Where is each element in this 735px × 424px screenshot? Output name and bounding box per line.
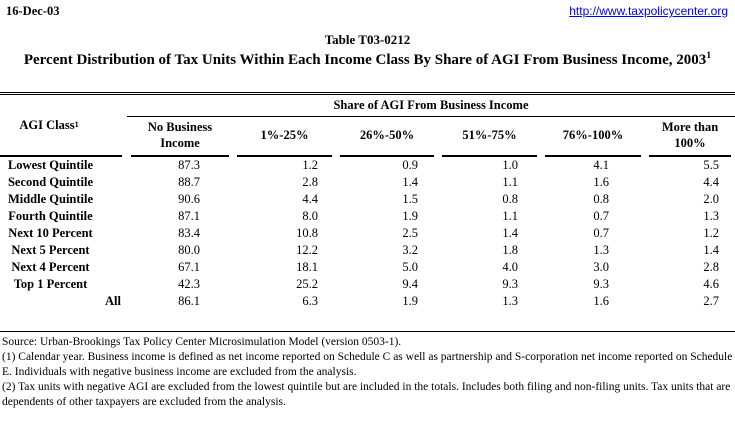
- table-cell: 0.7: [593, 226, 609, 240]
- row-label-fourth-quintile: Fourth Quintile: [8, 209, 93, 223]
- table-cell: 2.8: [703, 260, 719, 274]
- table-cell: 5.5: [703, 158, 719, 172]
- table-cell: 25.2: [296, 277, 318, 291]
- table-cell: 8.0: [302, 209, 318, 223]
- table-cell: 4.4: [302, 192, 318, 206]
- row-label-next-4-percent: Next 4 Percent: [11, 260, 90, 274]
- table-cell: 2.7: [703, 294, 719, 308]
- table-cell: 1.0: [502, 158, 518, 172]
- footnotes: Source: Urban-Brookings Tax Policy Cente…: [0, 335, 735, 410]
- source-note: Source: Urban-Brookings Tax Policy Cente…: [2, 336, 402, 348]
- table-cell: 9.4: [402, 277, 418, 291]
- table-cell: 9.3: [593, 277, 609, 291]
- table-number: Table T03-0212: [324, 32, 411, 47]
- table-cell: 2.0: [703, 192, 719, 206]
- table-cell: 83.4: [178, 226, 200, 240]
- table-cell: 1.2: [703, 226, 719, 240]
- table-cell: 1.1: [502, 175, 518, 189]
- table-cell: 1.4: [402, 175, 418, 189]
- table-cell: 5.0: [402, 260, 418, 274]
- table-cell: 1.3: [703, 209, 719, 223]
- table-cell: 0.8: [502, 192, 518, 206]
- table-cell: 67.1: [178, 260, 200, 274]
- table-cell: 4.0: [502, 260, 518, 274]
- table-cell: 3.2: [402, 243, 418, 257]
- footnote-1: (1) Calendar year. Business income is de…: [2, 351, 733, 378]
- table-cell: 4.6: [703, 277, 719, 291]
- page-title-text: Percent Distribution of Tax Units Within…: [23, 52, 707, 68]
- table-cell: 80.0: [178, 243, 200, 257]
- table-cell: 1.9: [402, 209, 418, 223]
- table-cell: 1.1: [502, 209, 518, 223]
- table-cell: 18.1: [296, 260, 318, 274]
- table-cell: 90.6: [178, 192, 200, 206]
- table-cell: 1.6: [593, 175, 609, 189]
- table-cell: 87.3: [178, 158, 200, 172]
- table-cell: 1.4: [703, 243, 719, 257]
- table-cell: 1.3: [593, 243, 609, 257]
- table-cell: 0.9: [402, 158, 418, 172]
- row-label-middle-quintile: Middle Quintile: [7, 192, 94, 206]
- table-cell: 6.3: [302, 294, 318, 308]
- top-double-rule: [0, 92, 735, 95]
- table-cell: 2.5: [402, 226, 418, 240]
- column-header-51-75: 51%-75%: [442, 117, 537, 157]
- taxpolicycenter-link[interactable]: http://www.taxpolicycenter.org: [569, 4, 728, 18]
- table-cell: 4.4: [703, 175, 719, 189]
- table-cell: 42.3: [178, 277, 200, 291]
- column-header-26-50: 26%-50%: [340, 117, 434, 157]
- row-label-all: All: [105, 294, 121, 308]
- table-cell: 10.8: [296, 226, 318, 240]
- row-label-next-10-percent: Next 10 Percent: [8, 226, 93, 240]
- table-cell: 1.3: [502, 294, 518, 308]
- footnote-2: (2) Tax units with negative AGI are excl…: [2, 381, 731, 408]
- table-cell: 9.3: [502, 277, 518, 291]
- column-header-76-100: 76%-100%: [545, 117, 641, 157]
- table-cell: 1.6: [593, 294, 609, 308]
- bottom-rule: [0, 331, 735, 332]
- row-label-second-quintile: Second Quintile: [7, 175, 94, 189]
- table-cell: 1.9: [402, 294, 418, 308]
- table-cell: 1.8: [502, 243, 518, 257]
- table-cell: 87.1: [178, 209, 200, 223]
- table-cell: 88.7: [178, 175, 200, 189]
- column-header-more-than-100: More than 100%: [649, 117, 731, 157]
- column-header-1-25: 1%-25%: [237, 117, 332, 157]
- table-cell: 12.2: [296, 243, 318, 257]
- table-cell: 1.5: [402, 192, 418, 206]
- data-table: AGI Class 1 Share of AGI From Business In…: [0, 95, 735, 310]
- table-cell: 86.1: [178, 294, 200, 308]
- table-cell: 0.7: [593, 209, 609, 223]
- column-header-no-business-income: No Business Income: [131, 117, 229, 157]
- page-title: Percent Distribution of Tax Units Within…: [0, 50, 735, 69]
- table-cell: 2.8: [302, 175, 318, 189]
- row-label-next-5-percent: Next 5 Percent: [11, 243, 90, 257]
- table-cell: 1.4: [502, 226, 518, 240]
- title-footnote-marker: 1: [706, 50, 712, 61]
- table-cell: 3.0: [593, 260, 609, 274]
- agi-class-label: AGI Class: [19, 117, 75, 132]
- table-cell: 0.8: [593, 192, 609, 206]
- row-label-top-1-percent: Top 1 Percent: [13, 277, 88, 291]
- table-cell: 4.1: [593, 158, 609, 172]
- top-bar: 16-Dec-03 http://www.taxpolicycenter.org: [0, 0, 735, 19]
- row-label-lowest-quintile: Lowest Quintile: [7, 158, 94, 172]
- table-cell: 1.2: [302, 158, 318, 172]
- date-label: 16-Dec-03: [6, 4, 60, 18]
- column-header-agi-class: AGI Class 1: [0, 95, 122, 157]
- span-header-share-of-agi: Share of AGI From Business Income: [127, 95, 735, 117]
